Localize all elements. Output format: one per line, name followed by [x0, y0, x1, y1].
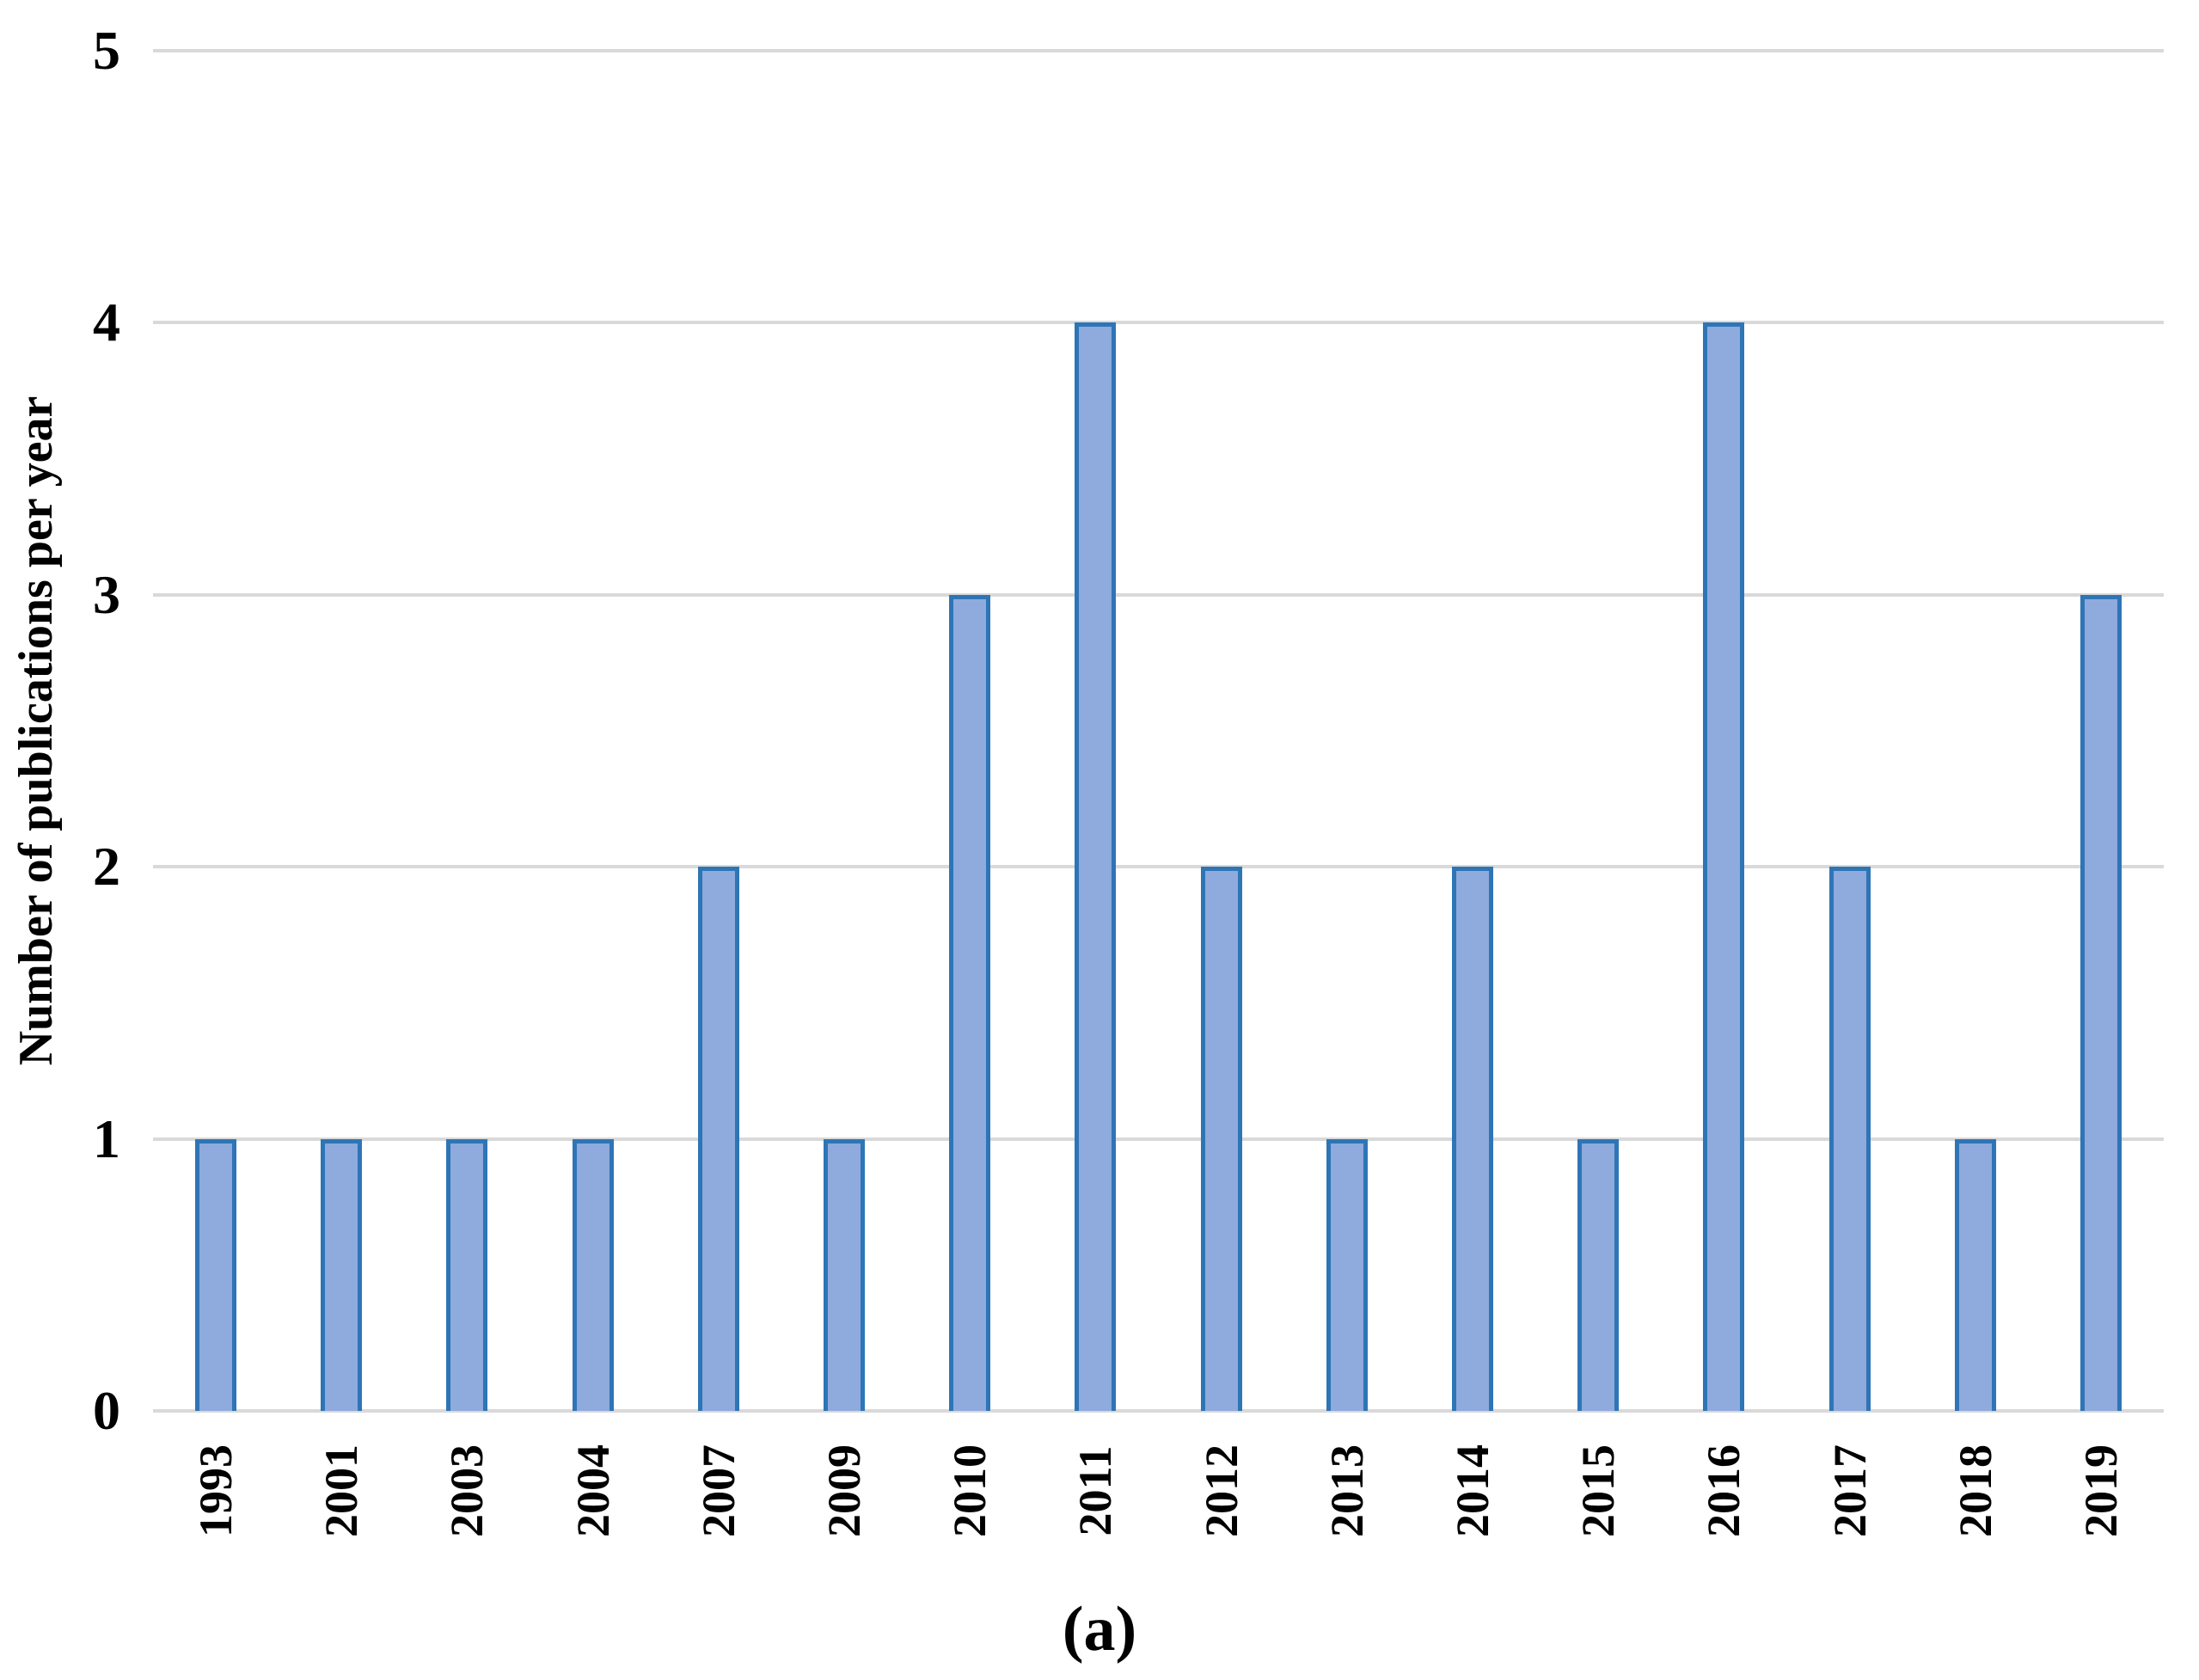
gridline — [153, 865, 2164, 869]
bar-2017 — [1828, 867, 1871, 1411]
x-tick-label: 2007 — [692, 1444, 744, 1537]
x-axis-line — [153, 1409, 2164, 1413]
x-tick-label: 2001 — [315, 1444, 368, 1537]
bar-2012 — [1200, 867, 1242, 1411]
bar-2015 — [1577, 1138, 1620, 1411]
x-tick-label: 2011 — [1069, 1445, 1122, 1536]
bar-2009 — [824, 1138, 866, 1411]
bar-2004 — [572, 1138, 614, 1411]
y-tick-label: 0 — [93, 1380, 120, 1441]
bar-1993 — [195, 1138, 237, 1411]
x-tick-label: 1993 — [190, 1444, 242, 1537]
bar-2014 — [1451, 867, 1493, 1411]
bar-2019 — [2080, 594, 2122, 1411]
y-tick-label: 3 — [93, 563, 120, 625]
x-tick-label: 2014 — [1446, 1444, 1498, 1537]
x-tick-label: 2003 — [441, 1444, 493, 1537]
x-tick-label: 2016 — [1698, 1444, 1750, 1537]
gridline — [153, 592, 2164, 597]
y-tick-label: 1 — [93, 1107, 120, 1169]
x-tick-label: 2012 — [1195, 1444, 1247, 1537]
x-tick-label: 2018 — [1949, 1444, 2001, 1537]
bar-2016 — [1703, 322, 1745, 1411]
bar-2001 — [321, 1138, 363, 1411]
x-tick-label: 2010 — [944, 1444, 996, 1537]
bar-2018 — [1954, 1138, 1996, 1411]
gridline — [153, 321, 2164, 325]
figure-caption: (a) — [1062, 1594, 1137, 1665]
y-axis-title: Number of publications per year — [9, 395, 63, 1066]
bar-2003 — [446, 1138, 488, 1411]
x-tick-label: 2017 — [1823, 1444, 1876, 1537]
bar-2013 — [1326, 1138, 1368, 1411]
x-tick-label: 2019 — [2074, 1444, 2127, 1537]
x-tick-label: 2015 — [1572, 1444, 1625, 1537]
bar-2007 — [697, 867, 739, 1411]
x-tick-label: 2009 — [818, 1444, 871, 1537]
y-tick-label: 2 — [93, 836, 120, 898]
x-tick-label: 2013 — [1320, 1444, 1373, 1537]
gridline — [153, 1137, 2164, 1141]
bar-2011 — [1075, 322, 1117, 1411]
y-tick-label: 4 — [93, 291, 120, 353]
x-tick-label: 2004 — [567, 1444, 619, 1537]
gridline — [153, 49, 2164, 52]
bar-2010 — [949, 594, 991, 1411]
plot-area — [153, 49, 2164, 1413]
y-tick-label: 5 — [93, 20, 120, 81]
